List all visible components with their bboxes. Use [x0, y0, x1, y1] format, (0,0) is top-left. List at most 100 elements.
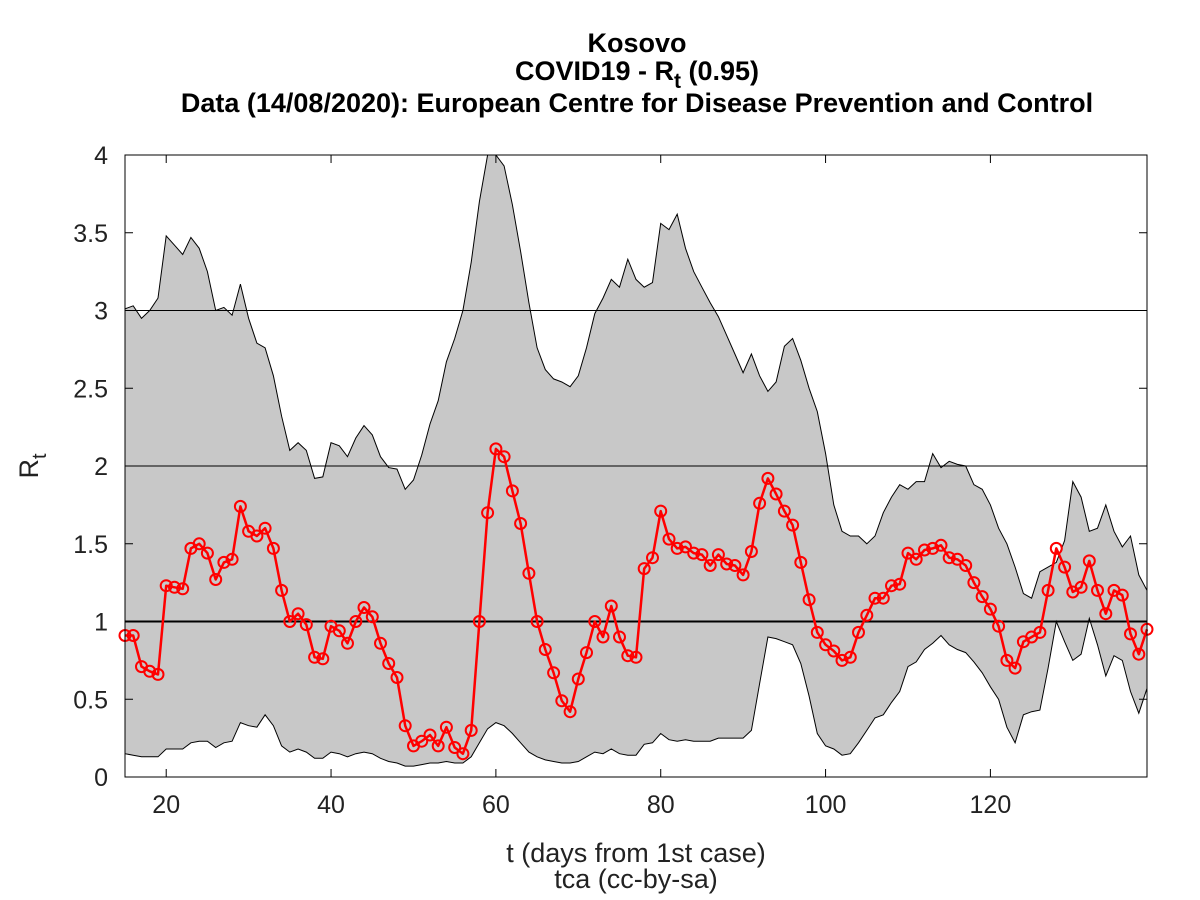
rt-point — [777, 504, 791, 518]
y-tick-label: 1 — [94, 609, 108, 637]
rt-point — [934, 538, 948, 552]
rt-point — [711, 548, 725, 562]
rt-point — [580, 646, 593, 660]
rt-point — [1082, 554, 1096, 568]
rt-point — [316, 652, 330, 666]
y-tick-label: 4 — [94, 142, 108, 170]
rt-point — [646, 551, 659, 565]
rt-point — [679, 540, 692, 554]
rt-point — [687, 546, 701, 560]
rt-point — [390, 671, 404, 684]
y-tick-label: 0 — [94, 764, 108, 792]
chart-source: Data (14/08/2020): European Centre for D… — [181, 88, 1093, 118]
rt-point — [720, 557, 734, 571]
rt-point — [547, 666, 561, 680]
rt-point — [439, 720, 453, 734]
rt-point — [209, 573, 223, 586]
y-tick-label: 2 — [94, 453, 108, 481]
y-tick-label: 1.5 — [73, 531, 108, 559]
rt-point — [530, 615, 544, 628]
rt-point — [555, 694, 569, 708]
chart-subtitle: COVID19 - Rt (0.95) — [515, 56, 759, 93]
rt-point — [464, 723, 478, 737]
rt-point — [744, 545, 758, 558]
x-tick-label: 100 — [805, 791, 847, 819]
rt-point — [505, 484, 519, 498]
rt-point — [662, 532, 676, 546]
rt-point — [200, 546, 214, 560]
rt-point — [1074, 580, 1088, 594]
x-tick-label: 40 — [317, 791, 345, 819]
rt-point — [233, 499, 247, 513]
rt-point — [514, 517, 528, 530]
x-axis-ticks: 20 40 60 80 100 120 — [152, 155, 1011, 819]
y-axis-ticks: 0 0.5 1 1.5 2 2.5 3 3.5 4 — [73, 142, 1147, 792]
rt-point — [1099, 607, 1113, 621]
rt-point — [1033, 625, 1047, 639]
rt-point — [217, 555, 231, 569]
rt-point — [588, 615, 602, 628]
x-tick-label: 60 — [482, 791, 510, 819]
rt-point — [992, 619, 1006, 633]
rt-point — [613, 630, 626, 644]
rt-point — [950, 552, 964, 566]
rt-point — [885, 579, 898, 593]
rt-point — [893, 577, 907, 591]
subtitle-prefix: COVID19 - R — [515, 56, 674, 86]
rt-point — [489, 442, 503, 456]
rt-point — [819, 638, 833, 652]
rt-point — [1058, 560, 1072, 574]
subtitle-subscript: t — [674, 70, 681, 93]
rt-point — [1049, 541, 1063, 555]
rt-point — [283, 615, 297, 628]
rt-point — [159, 579, 173, 593]
y-tick-label: 2.5 — [73, 375, 108, 403]
rt-point — [497, 450, 511, 464]
x-tick-label: 20 — [152, 791, 180, 819]
rt-point — [341, 636, 354, 650]
rt-point — [398, 719, 412, 733]
rt-point — [357, 601, 371, 614]
plot-area — [118, 154, 1154, 767]
rt-point — [959, 559, 973, 572]
rt-point — [860, 608, 874, 622]
rt-point — [258, 521, 272, 535]
rt-point — [431, 739, 445, 753]
rt-series — [118, 442, 1154, 761]
rt-point — [1000, 653, 1014, 667]
x-tick-label: 80 — [647, 791, 675, 819]
rt-point — [1132, 647, 1146, 661]
rt-point — [143, 664, 157, 678]
rt-point — [365, 610, 379, 624]
ylabel-main: R — [14, 459, 44, 479]
rt-point — [522, 566, 536, 580]
rt-point — [654, 504, 668, 518]
rt-point — [481, 506, 495, 520]
rt-point — [868, 591, 882, 605]
rt-point — [266, 541, 280, 555]
rt-point — [736, 568, 750, 582]
rt-point — [975, 590, 989, 604]
rt-point — [456, 747, 470, 761]
rt-point — [786, 518, 800, 532]
rt-point — [299, 618, 313, 632]
rt-point — [843, 650, 857, 664]
rt-point — [835, 653, 849, 667]
rt-point — [901, 546, 915, 560]
rt-point — [1041, 583, 1055, 597]
rt-point — [926, 541, 940, 555]
rt-point — [604, 599, 618, 613]
rt-point — [571, 672, 585, 686]
rt-point — [308, 650, 322, 664]
rt-point — [291, 607, 305, 621]
rt-point — [415, 734, 429, 748]
rt-point — [1115, 588, 1129, 602]
rt-point — [753, 496, 767, 510]
rt-point — [703, 559, 717, 572]
rt-point — [374, 636, 387, 650]
rt-point — [852, 625, 865, 639]
rt-point — [349, 615, 363, 628]
rt-point — [538, 643, 552, 656]
rt-point — [621, 649, 635, 663]
rt-point — [637, 562, 651, 576]
